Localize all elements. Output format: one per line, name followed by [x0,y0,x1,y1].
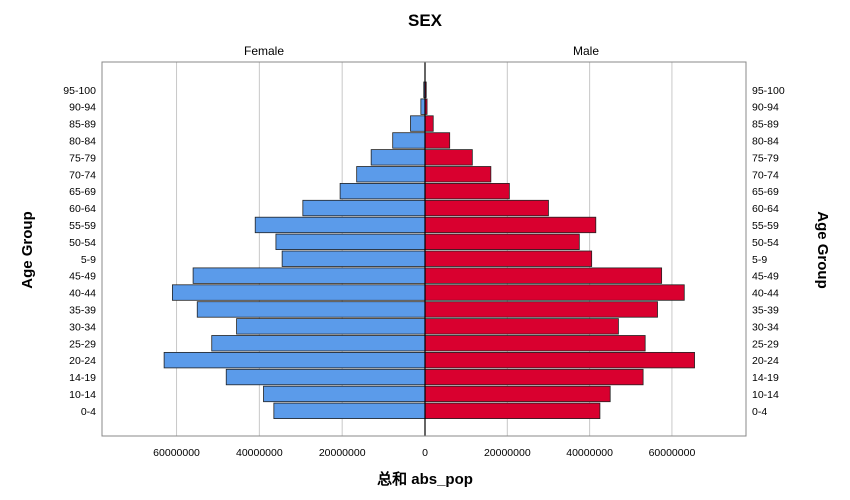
bar-female [211,335,426,352]
y-tick-label-right: 70-74 [752,169,779,181]
y-tick-label-left: 5-9 [81,254,96,266]
x-tick-label-male: 60000000 [649,447,696,459]
y-tick-labels-right: 95-100 90-94 85-89 80-84 75-79 70-74 65-69 60-6… [752,85,785,418]
bar-male [424,385,611,403]
y-tick-label-right: 85-89 [752,119,779,131]
y-tick-label-right: 0-4 [752,406,767,418]
bar-female [236,318,426,335]
bar-female [420,98,426,115]
bar-female [196,301,426,318]
y-tick-label-right: 90-94 [752,102,779,114]
bar-female [163,351,426,369]
chart-title: SEX [408,11,443,30]
y-tick-label-left: 25-29 [69,338,96,350]
y-tick-label-right: 14-19 [752,372,779,384]
y-tick-label-right: 10-14 [752,389,779,401]
y-tick-label-right: 45-49 [752,271,779,283]
bar-male [424,166,492,183]
y-tick-label-right: 30-34 [752,321,779,333]
bar-male [424,318,619,335]
y-tick-label-left: 50-54 [69,237,96,249]
x-tick-labels: 60000000 40000000 20000000 0 20000000 4000000… [153,447,695,459]
y-tick-label-left: 60-64 [69,203,96,215]
y-tick-label-right: 20-24 [752,355,779,367]
y-tick-label-left: 90-94 [69,102,96,114]
y-tick-label-left: 55-59 [69,220,96,232]
y-tick-label-left: 80-84 [69,135,96,147]
x-tick-label-male: 20000000 [484,447,531,459]
y-tick-label-left: 65-69 [69,186,96,198]
bar-female [281,250,426,267]
y-axis-title-right: Age Group [814,211,831,289]
x-axis-title: 总和 abs_pop [377,470,473,488]
bar-male [424,250,593,267]
y-tick-label-right: 40-44 [752,288,779,300]
bar-female [356,166,426,183]
bar-female [339,182,426,200]
y-tick-label-left: 45-49 [69,271,96,283]
bar-male [424,335,646,352]
bar-male [424,182,510,200]
y-tick-label-right: 5-9 [752,254,767,266]
y-tick-label-right: 95-100 [752,85,785,97]
plot-frame [101,61,747,437]
x-tick-label-female: 60000000 [153,447,200,459]
bar-male [424,233,580,251]
y-tick-label-right: 25-29 [752,338,779,350]
y-axis-title-left: Age Group [19,211,36,289]
bar-male [424,301,658,318]
bar-female [273,402,426,420]
x-tick-label-female: 20000000 [319,447,366,459]
x-tick-label-female: 40000000 [236,447,283,459]
bar-male [424,199,549,217]
y-tick-label-right: 60-64 [752,203,779,215]
y-tick-labels-left: 95-100 90-94 85-89 80-84 75-79 70-74 65-69 60-6… [63,85,96,418]
bar-female [370,149,426,166]
y-tick-label-left: 95-100 [63,85,96,97]
y-tick-label-left: 14-19 [69,372,96,384]
bar-female [275,233,426,251]
y-tick-label-left: 35-39 [69,304,96,316]
x-tick-label-female: 0 [422,447,428,459]
y-tick-label-right: 35-39 [752,304,779,316]
bar-male [424,216,597,234]
y-tick-label-left: 85-89 [69,119,96,131]
panel-label-male: Male [573,44,599,58]
bar-male [424,351,695,369]
y-tick-label-right: 75-79 [752,152,779,164]
bar-male [424,149,473,166]
bar-female [302,199,426,217]
bar-male [424,267,663,284]
bar-female [225,368,426,386]
y-tick-label-right: 55-59 [752,220,779,232]
x-tick-label-male: 40000000 [566,447,613,459]
y-tick-label-left: 0-4 [81,406,96,418]
y-tick-label-left: 20-24 [69,355,96,367]
bar-female [392,132,426,149]
y-tick-label-right: 65-69 [752,186,779,198]
bar-female [171,284,426,301]
y-tick-label-left: 10-14 [69,389,96,401]
panel-label-female: Female [244,44,284,58]
y-tick-label-left: 70-74 [69,169,96,181]
y-tick-label-left: 75-79 [69,152,96,164]
bar-female [254,216,426,234]
bar-male [424,402,601,420]
bar-female [410,115,426,132]
bar-male [424,132,451,149]
y-tick-label-right: 80-84 [752,135,779,147]
y-tick-label-left: 40-44 [69,288,96,300]
y-tick-label-left: 30-34 [69,321,96,333]
bars [163,81,695,420]
bar-male [424,284,685,301]
bar-female [192,267,426,284]
bar-female [263,385,426,403]
bar-male [424,115,434,132]
bar-male [424,368,644,386]
y-tick-label-right: 50-54 [752,237,779,249]
